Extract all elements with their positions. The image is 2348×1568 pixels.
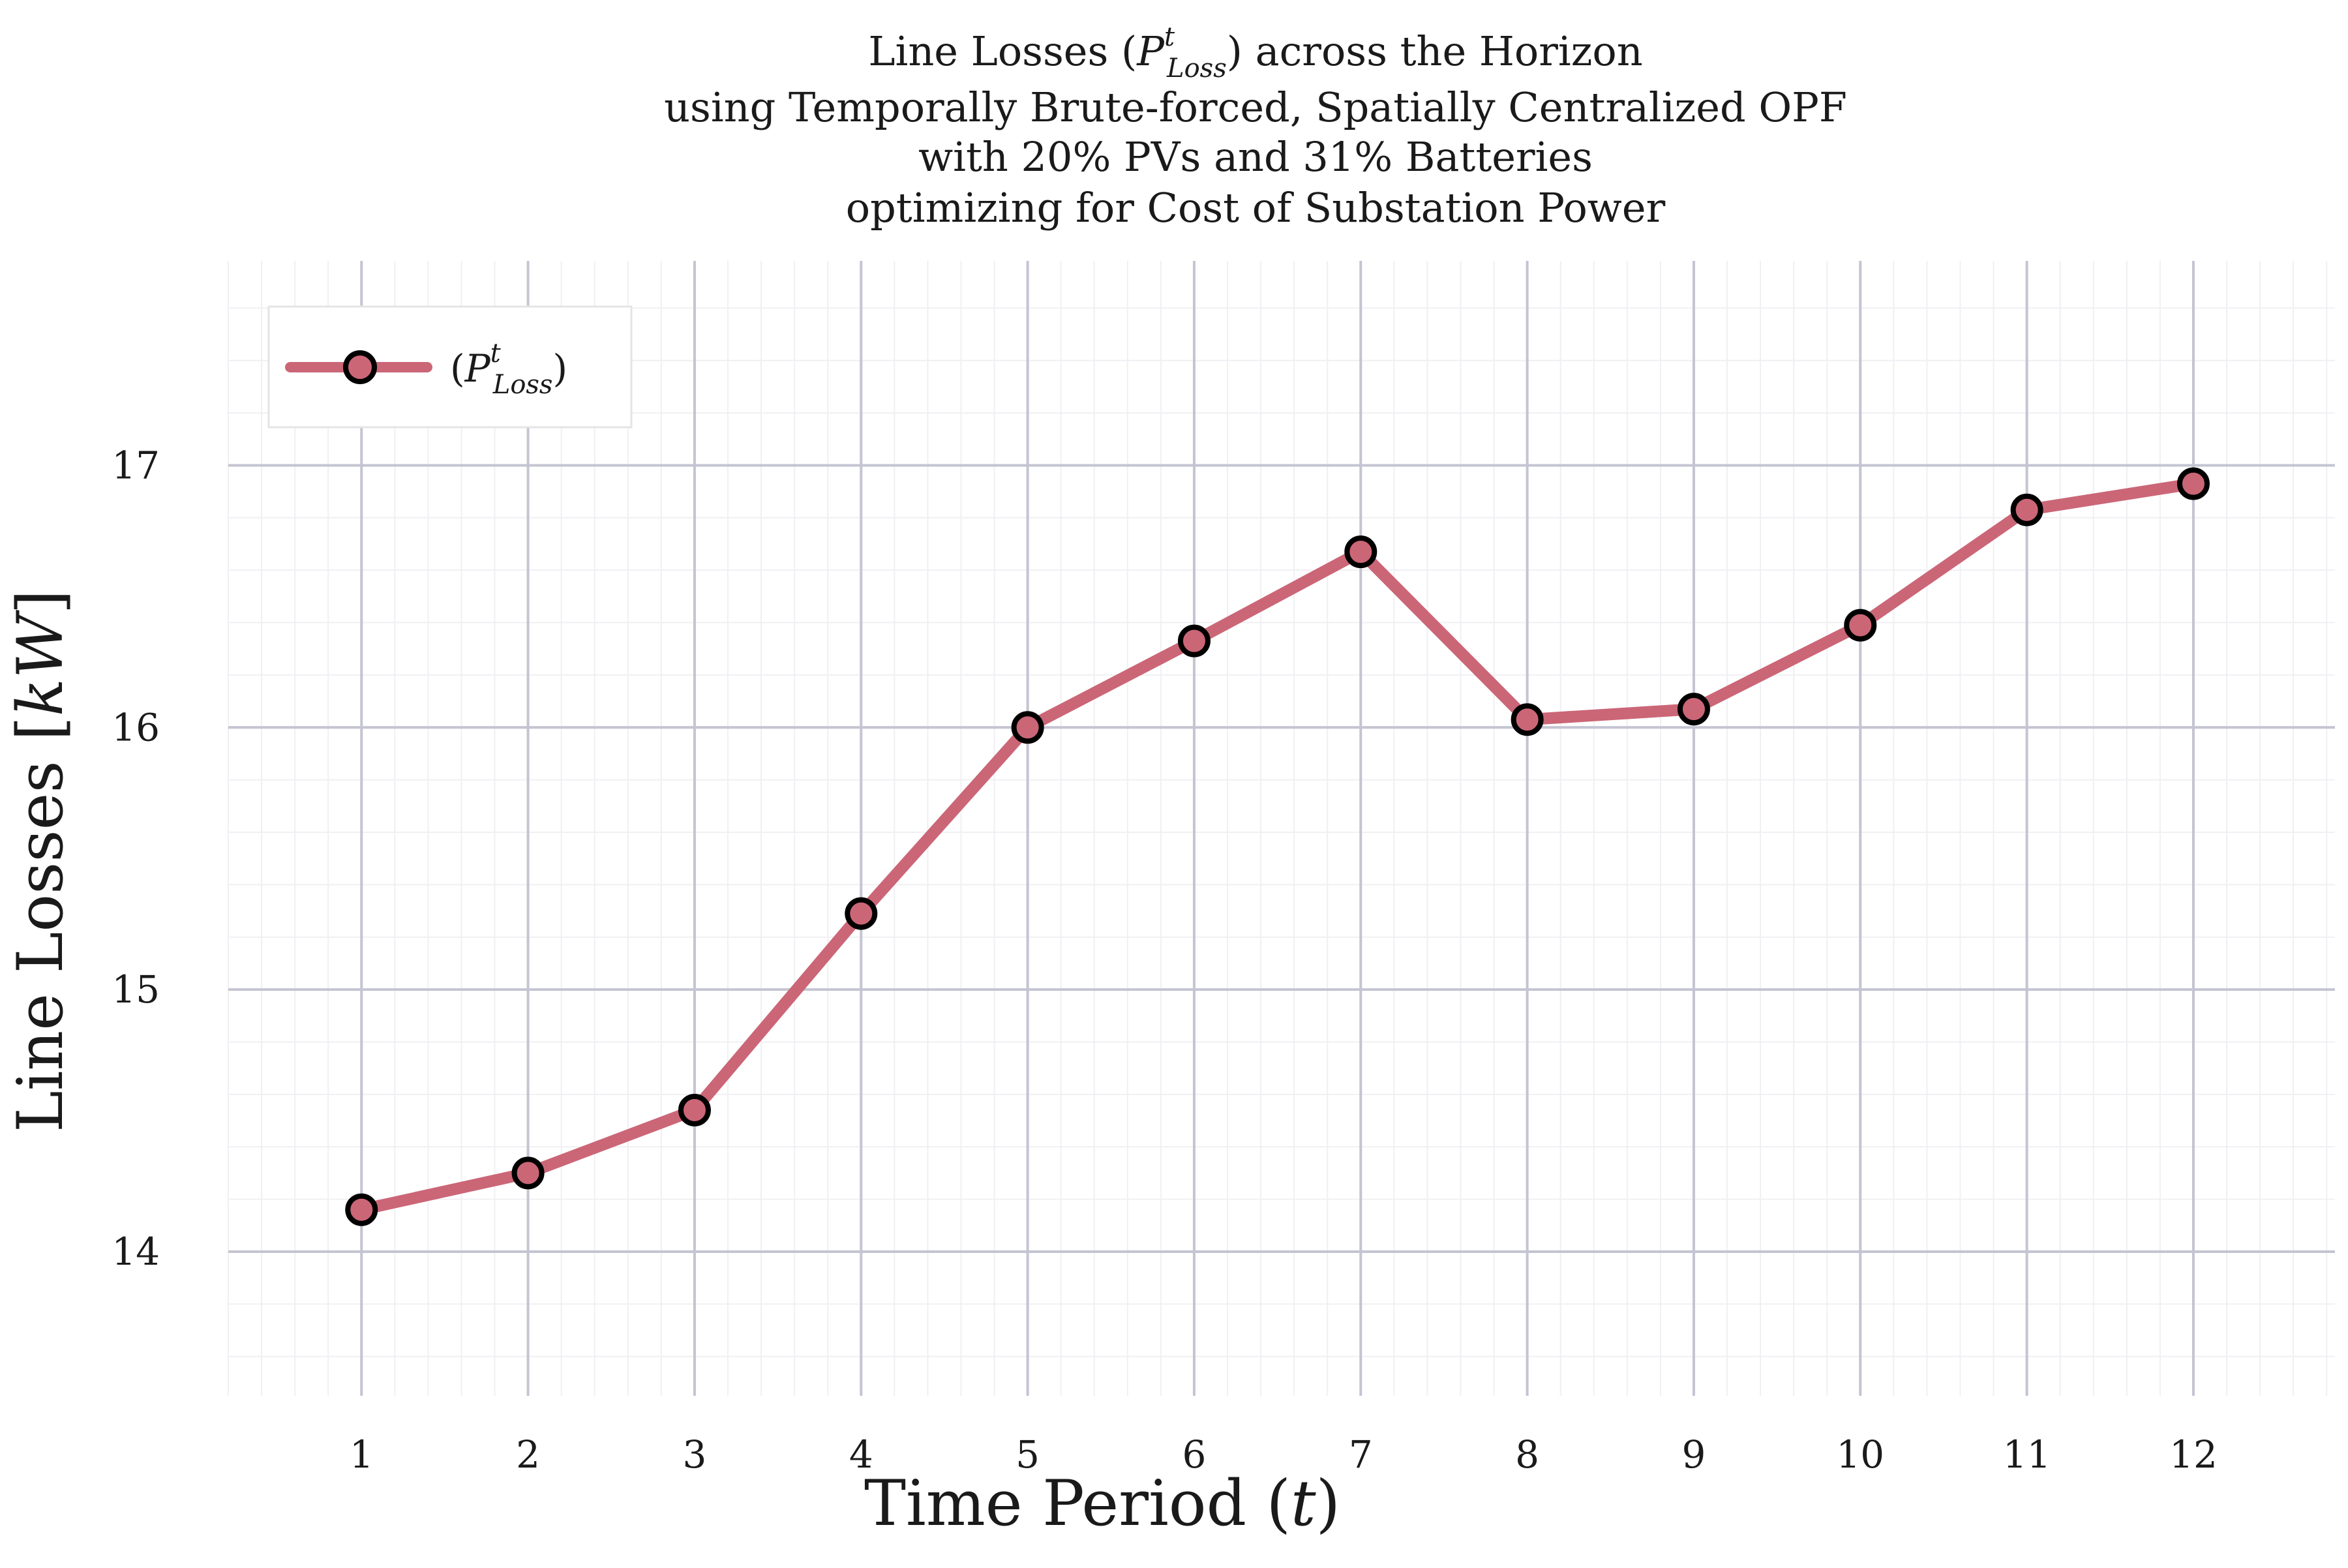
data-point [678, 1093, 711, 1126]
major-grid [228, 261, 2335, 1396]
title-line-4: optimizing for Cost of Substation Power [846, 184, 1666, 232]
data-point [2176, 467, 2210, 500]
data-point [1011, 711, 1044, 744]
y-axis-ticks: 14 15 16 17 [112, 443, 160, 1274]
chart-title: Line Losses (Pt Loss) across the Horizon … [664, 22, 1847, 232]
data-point [2010, 493, 2043, 526]
x-axis-ticks: 1 2 3 4 5 6 7 8 9 10 11 12 [350, 1432, 2218, 1477]
data-point [1844, 609, 1877, 642]
x-tick-label: 2 [516, 1432, 540, 1477]
data-point [345, 1193, 378, 1226]
y-tick-label: 15 [112, 967, 160, 1012]
data-point [511, 1156, 545, 1190]
y-tick-label: 17 [112, 443, 160, 487]
title-line-1: Line Losses (Pt Loss) across the Horizon [868, 22, 1642, 83]
x-tick-label: 5 [1016, 1432, 1040, 1477]
x-tick-label: 3 [682, 1432, 706, 1477]
series-line [355, 477, 2199, 1216]
x-tick-label: 1 [350, 1432, 374, 1477]
data-point [1177, 624, 1211, 657]
data-point [1511, 703, 1544, 736]
x-tick-label: 10 [1836, 1432, 1884, 1477]
title-line-3: with 20% PVs and 31% Batteries [918, 133, 1593, 181]
data-point [1677, 693, 1710, 726]
title-line-2: using Temporally Brute-forced, Spatially… [664, 83, 1847, 131]
y-tick-label: 14 [112, 1229, 160, 1274]
y-axis-label: Line Losses [kW] [4, 590, 77, 1132]
legend-label: (Pt Loss) [450, 339, 567, 400]
data-point [1344, 535, 1377, 569]
series-layer [345, 467, 2210, 1226]
x-tick-label: 12 [2169, 1432, 2218, 1477]
data-point [845, 897, 878, 930]
x-axis-label: Time Period (t) [864, 1467, 1340, 1540]
x-tick-label: 6 [1182, 1432, 1206, 1477]
legend-marker-swatch [343, 350, 377, 384]
x-tick-label: 4 [849, 1432, 873, 1477]
y-tick-label: 16 [112, 705, 160, 749]
x-tick-label: 9 [1682, 1432, 1706, 1477]
x-tick-label: 7 [1349, 1432, 1373, 1477]
x-tick-label: 11 [2003, 1432, 2051, 1477]
minor-grid [228, 261, 2335, 1396]
x-tick-label: 8 [1515, 1432, 1539, 1477]
legend: (Pt Loss) [267, 305, 633, 429]
